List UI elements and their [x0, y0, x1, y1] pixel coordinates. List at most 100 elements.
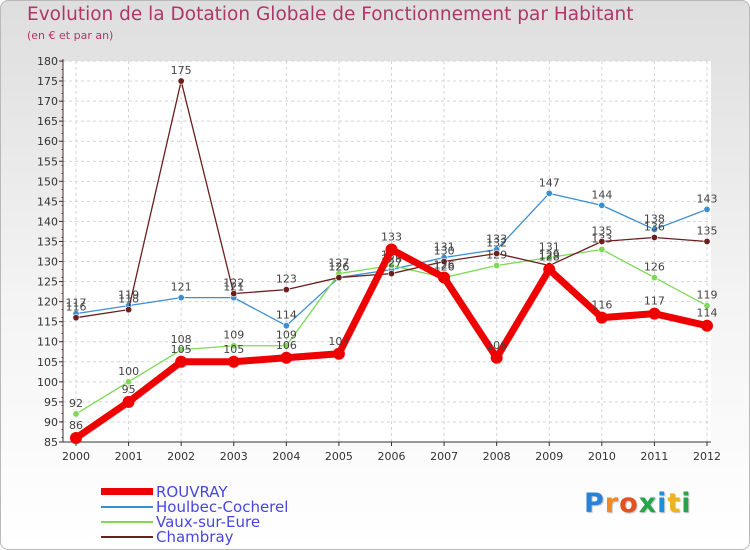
x-tick-label: 2008: [483, 450, 511, 463]
data-label: 123: [276, 273, 297, 286]
y-tick-label: 150: [37, 175, 58, 188]
x-tick-label: 2012: [693, 450, 721, 463]
y-tick-label: 140: [37, 215, 58, 228]
data-label: 130: [434, 245, 455, 258]
data-point: [545, 254, 553, 262]
data-point: [493, 250, 501, 258]
data-label: 135: [697, 224, 718, 237]
data-label: 126: [328, 261, 349, 274]
data-label: 95: [122, 383, 136, 396]
data-label: 144: [591, 188, 612, 201]
data-label: 116: [66, 301, 87, 314]
y-tick-label: 165: [37, 115, 58, 128]
data-label: 126: [434, 261, 455, 274]
x-tick-label: 2006: [378, 450, 406, 463]
data-label: 136: [644, 220, 665, 233]
y-tick-label: 125: [37, 276, 58, 289]
data-point: [703, 237, 711, 245]
y-tick-label: 95: [44, 396, 58, 409]
data-point: [701, 319, 713, 332]
data-label: 135: [591, 224, 612, 237]
data-point: [230, 342, 238, 350]
x-tick-label: 2001: [115, 450, 143, 463]
data-label: 121: [223, 281, 244, 294]
data-label: 119: [697, 289, 718, 302]
x-tick-label: 2003: [220, 450, 248, 463]
data-point: [595, 311, 608, 324]
data-point: [177, 77, 185, 85]
x-tick-label: 2009: [535, 450, 563, 463]
data-label: 119: [118, 289, 139, 302]
logo-letter: i: [657, 488, 668, 519]
data-point: [650, 233, 658, 241]
data-label: 143: [697, 192, 718, 205]
data-label: 114: [276, 309, 297, 322]
data-label: 121: [171, 281, 192, 294]
x-tick-label: 2000: [62, 450, 90, 463]
data-label: 114: [697, 307, 718, 320]
data-label: 129: [539, 249, 560, 262]
data-point: [175, 355, 188, 368]
data-point: [72, 314, 80, 322]
data-point: [598, 237, 606, 245]
y-tick-label: 115: [37, 316, 58, 329]
y-tick-label: 135: [37, 235, 58, 248]
data-label: 92: [69, 397, 83, 410]
data-point: [648, 307, 661, 320]
data-point: [332, 347, 345, 360]
data-label: 106: [486, 339, 507, 352]
data-point: [280, 351, 293, 364]
data-label: 126: [328, 261, 349, 274]
y-tick-label: 100: [37, 376, 58, 389]
data-label: 118: [118, 293, 139, 306]
data-point: [493, 262, 501, 270]
data-point: [490, 351, 503, 364]
data-label: 138: [644, 212, 665, 225]
y-tick-label: 175: [37, 75, 58, 88]
legend-label: ROUVRAY: [156, 483, 228, 501]
data-point: [545, 189, 553, 197]
data-point: [125, 306, 133, 314]
y-tick-label: 160: [37, 135, 58, 148]
data-point: [703, 205, 711, 213]
legend-swatch: [101, 506, 153, 508]
data-label: 126: [644, 261, 665, 274]
x-tick-label: 2010: [588, 450, 616, 463]
x-tick-label: 2005: [325, 450, 353, 463]
data-label: 105: [223, 343, 244, 356]
data-label: 131: [539, 241, 560, 254]
x-tick-label: 2004: [272, 450, 300, 463]
data-label: 105: [171, 343, 192, 356]
data-point: [70, 431, 82, 444]
data-label: 128: [539, 251, 560, 264]
data-label: 117: [644, 295, 665, 308]
x-tick-label: 2007: [430, 450, 458, 463]
data-label: 107: [328, 335, 349, 348]
y-tick-label: 120: [37, 296, 58, 309]
data-label: 86: [69, 419, 83, 432]
data-point: [438, 271, 451, 284]
logo-letter: r: [604, 488, 620, 519]
data-point: [230, 290, 238, 298]
y-tick-label: 90: [44, 416, 58, 429]
y-tick-label: 85: [44, 436, 58, 449]
logo-letter: x: [638, 488, 658, 519]
data-point: [335, 274, 343, 282]
logo-letter: i: [681, 488, 692, 519]
data-point: [598, 201, 606, 209]
data-label: 133: [486, 232, 507, 245]
data-point: [177, 346, 185, 354]
data-label: 116: [591, 299, 612, 312]
data-point: [703, 302, 711, 310]
y-tick-label: 170: [37, 95, 58, 108]
data-point: [387, 262, 395, 270]
x-tick-label: 2011: [640, 450, 668, 463]
data-label: 127: [328, 257, 349, 270]
data-point: [543, 263, 556, 276]
data-label: 117: [66, 297, 87, 310]
data-label: 109: [276, 329, 297, 342]
data-label: 131: [434, 241, 455, 254]
legend-label: Chambray: [156, 528, 234, 546]
